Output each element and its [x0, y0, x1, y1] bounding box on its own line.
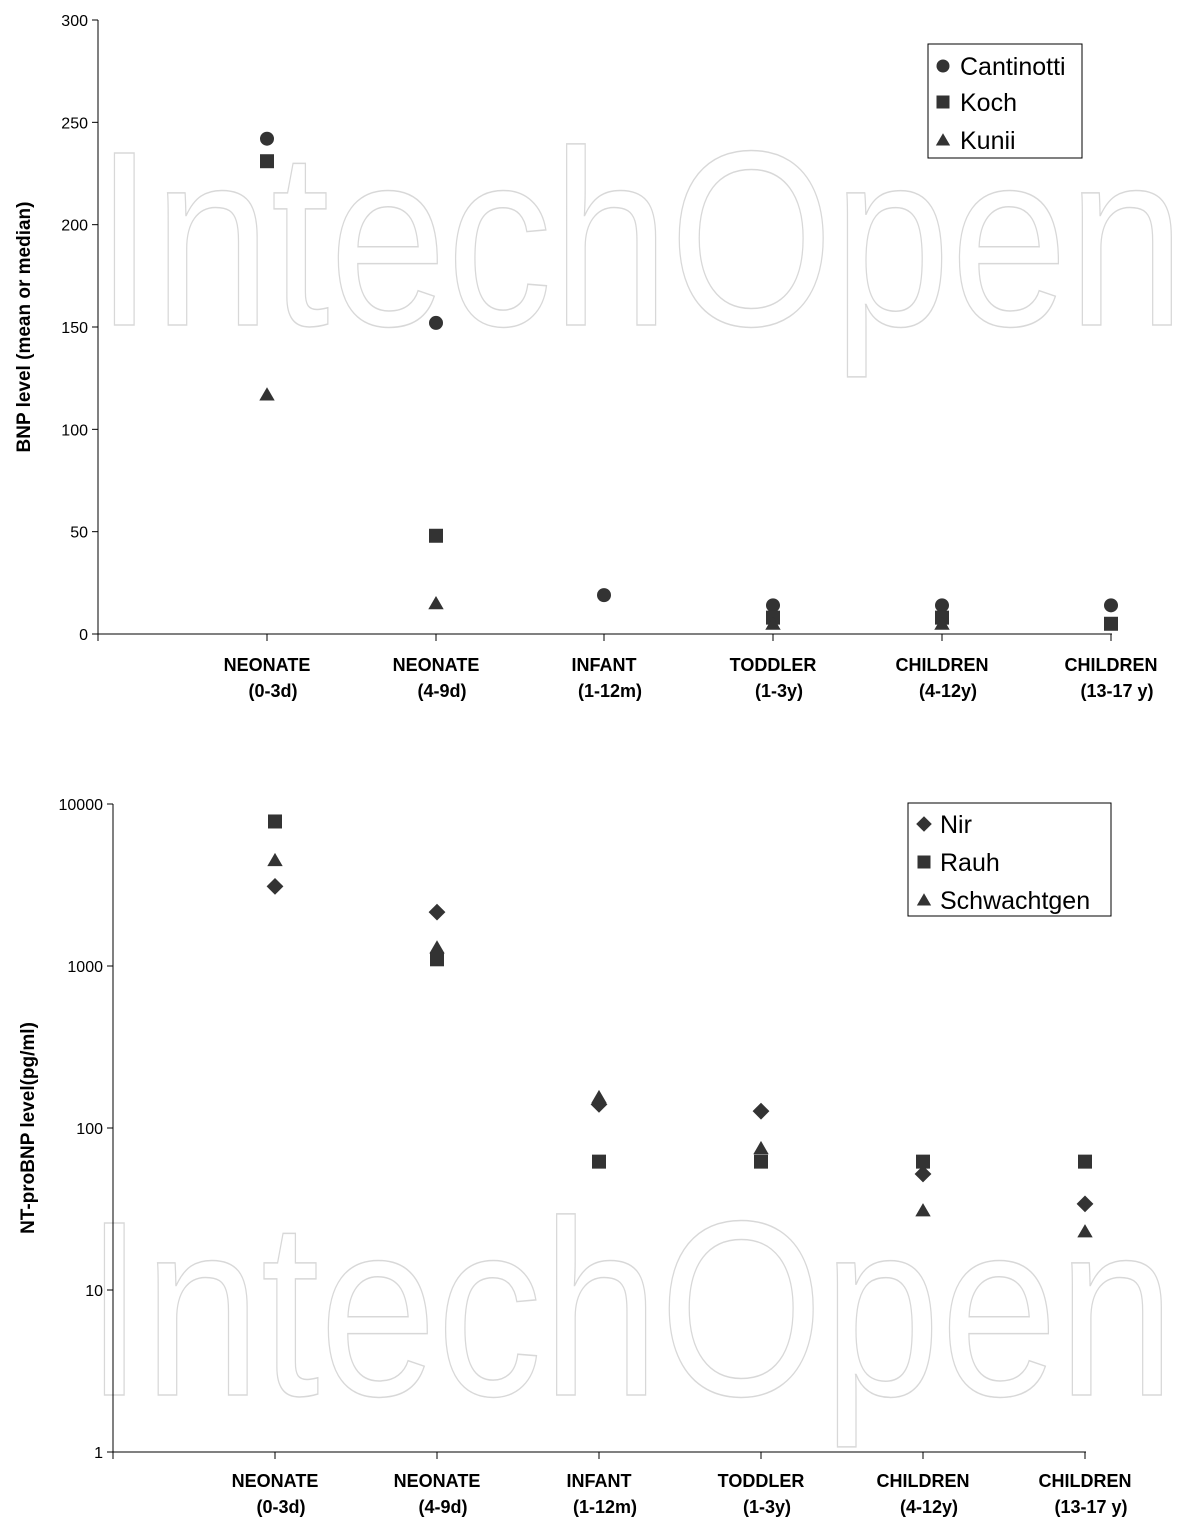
- x-category-label: (0-3d): [249, 681, 298, 701]
- data-point-nir: [914, 1165, 932, 1183]
- data-point-cantinotti: [429, 315, 443, 330]
- data-point-koch: [429, 528, 443, 543]
- legend-label: Schwachtgen: [940, 887, 1090, 915]
- y-tick-label: 0: [79, 627, 88, 644]
- x-category-label: (4-9d): [418, 681, 467, 701]
- x-category-label: CHILDREN: [1039, 1471, 1132, 1491]
- legend-box: [907, 802, 1112, 917]
- data-point-koch: [260, 154, 274, 169]
- y-tick-label: 50: [70, 525, 88, 542]
- bnp-chart: 0 50 100 150 200 250 300 NEONATE (0-3d) NEONATE (4…: [14, 13, 1158, 701]
- y-tick-label: 1: [94, 1445, 103, 1462]
- y-tick-label: 1000: [67, 959, 103, 976]
- y-tick-label: 100: [76, 1121, 103, 1138]
- data-point-schwachtgen: [915, 1203, 931, 1217]
- x-category-label: CHILDREN: [877, 1471, 970, 1491]
- x-category-label: (4-12y): [900, 1497, 958, 1517]
- data-point-nir: [428, 903, 446, 921]
- data-point-cantinotti: [1104, 598, 1118, 613]
- data-point-schwachtgen: [753, 1140, 769, 1155]
- legend-label: Nir: [940, 811, 972, 839]
- x-category-label: CHILDREN: [896, 655, 989, 675]
- x-category-label: (1-3y): [755, 681, 803, 701]
- x-category-label: (1-3y): [743, 1497, 791, 1517]
- y-tick-label: 100: [61, 422, 88, 439]
- data-point-kunii: [934, 616, 950, 630]
- legend-label: Rauh: [940, 849, 1000, 877]
- data-point-rauh: [916, 1154, 930, 1169]
- legend-marker-nir: [916, 816, 932, 832]
- x-category-label: TODDLER: [730, 655, 817, 675]
- legend-box: [927, 43, 1083, 159]
- y-tick-label: 200: [61, 218, 88, 235]
- y-axis-title: NT-proBNP level(pg/ml): [18, 1022, 39, 1234]
- data-point-kunii: [428, 595, 444, 610]
- data-point-nir: [590, 1095, 608, 1113]
- data-point-koch: [1104, 616, 1118, 631]
- data-point-nir: [752, 1102, 770, 1120]
- data-point-schwachtgen: [1077, 1224, 1093, 1238]
- data-point-cantinotti: [935, 598, 949, 613]
- data-point-cantinotti: [766, 598, 780, 613]
- y-axis-title: BNP level (mean or median): [14, 202, 35, 453]
- legend-label: Koch: [960, 89, 1017, 117]
- data-point-rauh: [430, 952, 444, 967]
- x-category-label: (4-9d): [419, 1497, 468, 1517]
- legend-marker-schwachtgen: [916, 893, 932, 906]
- x-category-label: (4-12y): [919, 681, 977, 701]
- data-point-cantinotti: [260, 131, 274, 146]
- data-point-rauh: [268, 814, 282, 829]
- data-point-rauh: [754, 1154, 768, 1169]
- x-category-label: (1-12m): [573, 1497, 637, 1517]
- data-point-schwachtgen: [591, 1089, 607, 1104]
- legend-marker-koch: [936, 95, 950, 109]
- x-category-label: NEONATE: [224, 655, 311, 675]
- x-category-label: (13-17 y): [1054, 1497, 1127, 1517]
- x-category-label: (0-3d): [257, 1497, 306, 1517]
- data-point-schwachtgen: [267, 852, 283, 867]
- legend-marker-kunii: [935, 133, 951, 146]
- data-point-rauh: [1078, 1154, 1092, 1169]
- x-category-label: NEONATE: [393, 655, 480, 675]
- legend-marker-rauh: [917, 855, 931, 869]
- data-point-nir: [266, 877, 284, 895]
- legend-label: Kunii: [960, 127, 1016, 155]
- ntprobnp-chart: 1 10 100 1000 10000 NEONATE (0-3d) NEONATE (4-9d…: [18, 797, 1132, 1517]
- watermark-text: IntechOpen: [85, 1169, 1175, 1448]
- x-category-label: (13-17 y): [1080, 681, 1153, 701]
- data-point-schwachtgen: [429, 940, 445, 954]
- x-category-label: NEONATE: [394, 1471, 481, 1491]
- data-point-kunii: [765, 616, 781, 630]
- y-tick-label: 250: [61, 115, 88, 132]
- y-tick-label: 10000: [59, 797, 104, 814]
- x-category-label: CHILDREN: [1065, 655, 1158, 675]
- data-point-rauh: [592, 1154, 606, 1169]
- x-category-label: NEONATE: [232, 1471, 319, 1491]
- data-point-nir: [1076, 1195, 1094, 1213]
- data-point-kunii: [259, 387, 275, 401]
- legend-marker-cantinotti: [936, 59, 950, 73]
- y-tick-label: 300: [61, 13, 88, 30]
- x-category-label: (1-12m): [578, 681, 642, 701]
- data-point-cantinotti: [597, 588, 611, 603]
- x-category-label: TODDLER: [718, 1471, 805, 1491]
- legend-label: Cantinotti: [960, 53, 1066, 81]
- x-category-label: INFANT: [572, 655, 637, 675]
- x-category-label: INFANT: [567, 1471, 632, 1491]
- y-tick-label: 10: [85, 1283, 103, 1300]
- y-tick-label: 150: [61, 320, 88, 337]
